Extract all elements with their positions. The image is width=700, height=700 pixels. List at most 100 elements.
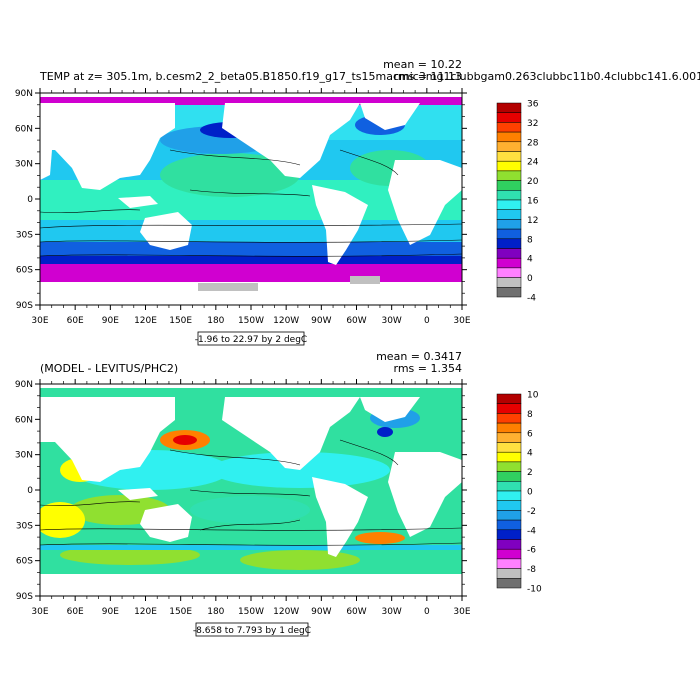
- top-colorbar-swatch: [496, 102, 522, 113]
- bottom-colorbar-label: -2: [527, 507, 536, 517]
- top-colorbar-swatch: [496, 267, 522, 278]
- top-colorbar-swatch: [496, 257, 522, 269]
- bottom-lon-label: 0: [424, 607, 430, 617]
- bottom-colorbar-swatch: [496, 558, 522, 569]
- top-lon-label: 60E: [67, 316, 84, 326]
- bottom-colorbar-label: 10: [527, 391, 539, 401]
- top-colorbar-label: 12: [527, 216, 538, 226]
- bottom-colorbar-swatch: [496, 413, 522, 424]
- top-colorbar-label: 4: [527, 255, 533, 265]
- bottom-lon-label: 120E: [134, 607, 157, 617]
- bottom-contours: [40, 439, 462, 546]
- bottom-colorbar-label: -4: [527, 526, 536, 536]
- top-colorbar-label: 16: [527, 197, 539, 207]
- bottom-colorbar-swatch: [496, 442, 522, 453]
- bottom-lon-label: 60W: [346, 607, 366, 617]
- bottom-lat-label: 30N: [15, 451, 33, 461]
- top-colorbar-swatch: [496, 248, 522, 259]
- bottom-panel: (MODEL - LEVITUS/PHC2) mean = 0.3417 rms…: [15, 350, 542, 637]
- bottom-colorbar-label: 8: [527, 410, 533, 420]
- top-map: [39, 92, 463, 306]
- bottom-colorbar-label: 6: [527, 429, 533, 439]
- top-axis-ticks: 90N 60N 30N 0 30S 60S 90S 30E 60E 90E 120E 150E 180 1…: [15, 88, 471, 326]
- top-colorbar: 36 32 28 24 20 16 12 8 4 0 -4: [496, 100, 539, 304]
- bottom-colorbar-swatch: [496, 519, 522, 531]
- top-lon-label: 30E: [453, 316, 470, 326]
- top-colorbar-swatch: [496, 160, 522, 172]
- top-colorbar-swatch: [496, 228, 522, 240]
- bottom-lon-label: 90E: [102, 607, 119, 617]
- bottom-lat-label: 30S: [16, 521, 33, 531]
- bottom-lat-label: 90S: [16, 592, 33, 602]
- top-colorbar-swatch: [496, 131, 522, 143]
- bottom-axis-ticks: 90N 60N 30N 0 30S 60S 90S 30E 60E 90E 120E 150E 180 1…: [15, 379, 471, 617]
- bottom-range-box: -8.658 to 7.793 by 1 degC: [193, 622, 311, 637]
- bottom-colorbar-swatch: [496, 529, 522, 540]
- bottom-colorbar-swatch: [496, 539, 522, 550]
- bottom-lat-label: 90N: [15, 380, 33, 390]
- top-panel: TEMP at z= 305.1m, b.cesm2_2_beta05.B185…: [15, 58, 700, 346]
- top-land: [40, 93, 462, 305]
- top-colorbar-swatch: [496, 277, 522, 288]
- bottom-lat-label: 60S: [16, 557, 33, 567]
- top-colorbar-swatch: [496, 199, 522, 210]
- bottom-lon-label: 60E: [67, 607, 84, 617]
- bottom-lon-label: 150E: [169, 607, 192, 617]
- bottom-colorbar-swatch: [496, 568, 522, 579]
- top-lon-label: 30W: [381, 316, 401, 326]
- bottom-colorbar-swatch: [496, 422, 522, 434]
- top-colorbar-swatch: [496, 190, 522, 201]
- top-colorbar-swatch: [496, 180, 522, 191]
- top-colorbar-swatch: [496, 219, 522, 230]
- top-colorbar-swatch: [496, 151, 522, 162]
- top-colorbar-label: 8: [527, 235, 533, 245]
- top-lon-label: 90E: [102, 316, 119, 326]
- bottom-lon-label: 30W: [381, 607, 401, 617]
- top-title: TEMP at z= 305.1m, b.cesm2_2_beta05.B185…: [39, 70, 700, 83]
- top-lon-label: 150E: [169, 316, 192, 326]
- bottom-colorbar-swatch: [496, 490, 522, 501]
- top-rms: rms = 11.13: [394, 70, 462, 83]
- top-lon-label: 120E: [134, 316, 157, 326]
- top-lon-label: 0: [424, 316, 430, 326]
- top-lon-label: 30E: [31, 316, 48, 326]
- top-colorbar-swatch: [496, 287, 522, 298]
- bottom-colorbar-label: 4: [527, 449, 533, 459]
- bottom-colorbar-swatch: [496, 461, 522, 472]
- top-colorbar-label: 24: [527, 158, 539, 168]
- bottom-colorbar-label: -10: [527, 585, 542, 595]
- top-colorbar-swatch: [496, 238, 522, 249]
- top-range-label: -1.96 to 22.97 by 2 degC: [195, 335, 307, 345]
- bottom-map: [39, 383, 463, 597]
- top-colorbar-label: 28: [527, 138, 539, 148]
- top-lat-label: 60N: [15, 124, 33, 134]
- bottom-lon-label: 30E: [31, 607, 48, 617]
- bottom-colorbar-swatch: [496, 432, 522, 443]
- bottom-rms: rms = 1.354: [394, 362, 462, 375]
- top-colorbar-swatch: [496, 112, 522, 123]
- bottom-lon-label: 90W: [311, 607, 331, 617]
- bottom-range-label: -8.658 to 7.793 by 1 degC: [193, 626, 311, 636]
- top-colorbar-swatch: [496, 170, 522, 181]
- top-lat-label: 0: [27, 195, 33, 205]
- bottom-colorbar-swatch: [496, 471, 522, 482]
- top-lat-label: 90N: [15, 89, 33, 99]
- bottom-land: [40, 384, 462, 596]
- bottom-lon-label: 150W: [238, 607, 264, 617]
- bottom-colorbar-swatch: [496, 500, 522, 511]
- top-lat-label: 30S: [16, 230, 33, 240]
- bottom-colorbar-swatch: [496, 403, 522, 414]
- top-mean: mean = 10.22: [383, 58, 462, 71]
- bottom-colorbar-label: -8: [527, 565, 536, 575]
- bottom-colorbar: 10 8 6 4 2 0 -2 -4 -6 -8 -10: [496, 391, 542, 595]
- bottom-colorbar-label: -6: [527, 546, 536, 556]
- top-contours: [40, 149, 462, 257]
- top-range-box: -1.96 to 22.97 by 2 degC: [195, 331, 307, 346]
- top-colorbar-label: 20: [527, 177, 539, 187]
- top-colorbar-swatch: [496, 209, 522, 220]
- top-lon-label: 150W: [238, 316, 264, 326]
- bottom-title: (MODEL - LEVITUS/PHC2): [40, 362, 178, 375]
- bottom-colorbar-swatch: [496, 481, 522, 492]
- bottom-colorbar-swatch: [496, 510, 522, 521]
